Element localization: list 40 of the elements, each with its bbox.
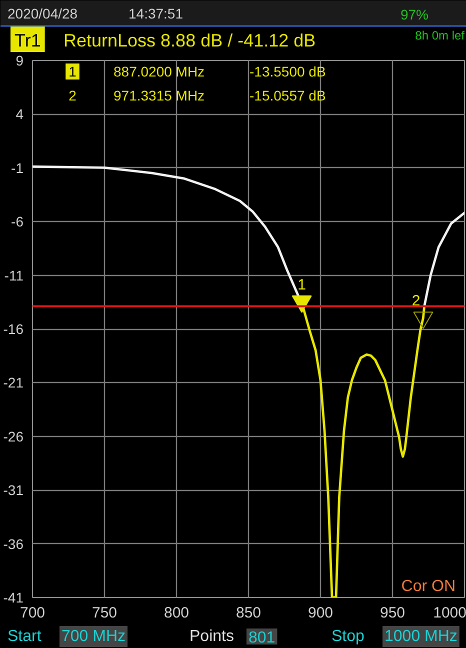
- text: Points: [190, 628, 234, 645]
- x-tick-label: 900: [308, 604, 334, 622]
- x-tick-label: 750: [92, 604, 118, 622]
- text: 14:37:51: [128, 6, 184, 22]
- y-tick-label: -11: [4, 267, 24, 284]
- annotation: 1: [68, 64, 77, 80]
- chart-title: ReturnLoss 8.88 dB / -41.12 dB: [64, 30, 316, 50]
- y-tick-label: -21: [3, 374, 24, 391]
- y-tick-label: 9: [16, 52, 24, 68]
- annotation: -15.0557 dB: [250, 88, 326, 104]
- text: 801: [248, 630, 276, 646]
- x-tick-label: 850: [236, 604, 262, 622]
- annotation: 971.3315 MHz: [114, 88, 205, 104]
- text: 2020/04/28: [8, 6, 78, 22]
- annotation: 2: [68, 88, 77, 104]
- y-tick-label: 4: [16, 106, 24, 122]
- x-tick-label: 1000: [433, 604, 466, 622]
- line-series: [423, 212, 464, 308]
- y-tick-label: -41: [3, 590, 24, 606]
- y-tick-label: -26: [3, 428, 24, 444]
- y-tick-label: -16: [3, 321, 24, 337]
- annotation: 2: [412, 292, 420, 310]
- text: 8h 0m lef: [415, 28, 466, 42]
- x-tick-label: 950: [380, 604, 406, 622]
- annotation: Cor ON: [401, 578, 456, 595]
- text: 97%: [400, 6, 429, 22]
- y-tick-label: -31: [3, 482, 24, 498]
- annotation: 887.0200 MHz: [114, 64, 205, 80]
- text: Start: [8, 628, 42, 645]
- y-tick-label: -6: [11, 214, 24, 230]
- annotation: 1: [298, 276, 306, 294]
- x-tick-label: 700: [20, 604, 46, 622]
- text: 700 MHz: [62, 628, 126, 645]
- text: Tr1: [14, 30, 41, 50]
- x-tick-label: 800: [164, 604, 190, 622]
- text: Stop: [332, 628, 365, 645]
- y-tick-label: -1: [11, 160, 24, 176]
- text: 1000 MHz: [384, 628, 458, 645]
- y-tick-label: -36: [3, 536, 24, 552]
- annotation: -13.5500 dB: [250, 64, 326, 80]
